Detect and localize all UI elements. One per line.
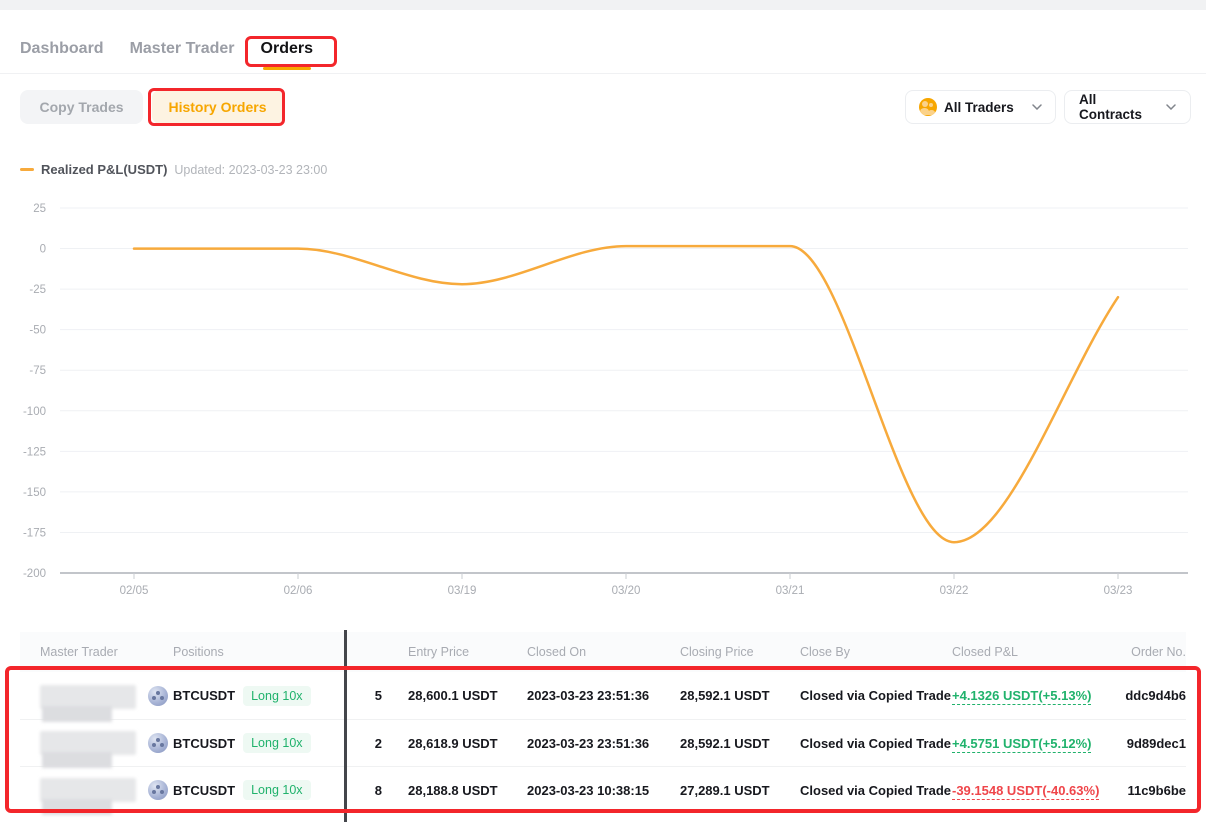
svg-text:-200: -200 [23, 568, 46, 580]
svg-text:02/06: 02/06 [284, 585, 313, 597]
main-nav-tabs: Dashboard Master Trader Orders [20, 40, 313, 70]
trader-badge-icon [148, 780, 168, 800]
close-by: Closed via Copied Trade [800, 782, 951, 798]
svg-text:02/05: 02/05 [120, 585, 149, 597]
entry-price: 28,618.9 USDT [408, 735, 498, 751]
svg-text:-175: -175 [23, 527, 46, 539]
realized-pnl-chart[interactable]: 25 0 -25 -50 -75 -100 -125 -150 -175 -200 02/05 02/… [0, 195, 1206, 600]
history-orders-table: Master Trader Positions Entry Price Closed … [20, 632, 1186, 815]
entry-price: 28,600.1 USDT [408, 688, 498, 703]
table-row[interactable]: BTCUSDT Long 10x 5 28,600.1 USDT 2023-03… [20, 672, 1186, 722]
svg-text:03/20: 03/20 [612, 585, 641, 597]
column-header: Closing Price [680, 645, 754, 659]
quantity-partial: 5 [374, 688, 382, 703]
table-header-row: Master Trader Positions Entry Price Closed … [20, 632, 1186, 672]
chevron-down-icon [1032, 104, 1042, 110]
svg-text:03/22: 03/22 [940, 585, 969, 597]
svg-text:25: 25 [33, 203, 46, 215]
history-orders-button[interactable]: History Orders [152, 90, 283, 124]
column-header: Close By [800, 645, 851, 659]
top-strip [0, 0, 1206, 10]
table-row[interactable]: BTCUSDT Long 10x 2 28,618.9 USDT 2023-03… [20, 719, 1186, 768]
column-header: Order No. [1131, 645, 1186, 659]
column-header: Closed P&L [952, 645, 1019, 659]
quantity-partial: 8 [374, 782, 382, 798]
closed-on: 2023-03-23 23:51:36 [527, 688, 650, 703]
side-leverage-badge: Long 10x [243, 685, 311, 706]
table-body: BTCUSDT Long 10x 5 28,600.1 USDT 2023-03… [20, 672, 1186, 815]
redacted-trader-name [40, 685, 136, 722]
copy-trades-button[interactable]: Copy Trades [20, 90, 143, 124]
chevron-down-icon [1166, 104, 1176, 110]
symbol-label: BTCUSDT [173, 735, 236, 751]
trader-badge-icon [148, 733, 168, 753]
column-header: Entry Price [408, 645, 470, 659]
symbol-label: BTCUSDT [173, 688, 236, 703]
side-leverage-badge: Long 10x [243, 780, 311, 800]
table-column-divider[interactable] [344, 630, 347, 822]
redacted-trader-name [40, 731, 136, 768]
svg-text:03/23: 03/23 [1104, 585, 1133, 597]
order-no: 9d89dec1 [1126, 735, 1186, 751]
close-by: Closed via Copied Trade [800, 735, 951, 751]
column-header: Master Trader [40, 645, 118, 659]
tab-dashboard[interactable]: Dashboard [20, 40, 104, 57]
redacted-trader-name [40, 778, 136, 815]
svg-text:-75: -75 [29, 365, 46, 377]
closing-price: 28,592.1 USDT [680, 688, 770, 703]
all-traders-dropdown[interactable]: All Traders [905, 90, 1056, 124]
trader-badge-icon [148, 685, 168, 706]
svg-text:-50: -50 [29, 325, 46, 337]
all-contracts-label: All Contracts [1079, 92, 1143, 122]
svg-text:03/21: 03/21 [776, 585, 805, 597]
side-leverage-badge: Long 10x [243, 733, 311, 753]
all-contracts-dropdown[interactable]: All Contracts [1064, 90, 1191, 124]
tab-orders[interactable]: Orders [260, 40, 313, 70]
column-header: Closed On [527, 645, 587, 659]
all-traders-label: All Traders [944, 99, 1014, 115]
legend-series-label: Realized P&L(USDT) [41, 162, 168, 177]
tab-master-trader[interactable]: Master Trader [129, 40, 235, 57]
legend-line-swatch [20, 168, 34, 171]
svg-text:-150: -150 [23, 487, 46, 499]
svg-text:0: 0 [40, 244, 46, 256]
order-no: 11c9b6be [1127, 782, 1186, 798]
closing-price: 28,592.1 USDT [680, 735, 770, 751]
svg-text:-125: -125 [23, 446, 46, 458]
table-row[interactable]: BTCUSDT Long 10x 8 28,188.8 USDT 2023-03… [20, 766, 1186, 815]
close-by: Closed via Copied Trade [800, 688, 951, 703]
chart-legend: Realized P&L(USDT) Updated: 2023-03-23 2… [20, 162, 327, 177]
closed-pnl[interactable]: +4.5751 USDT(+5.12%) [952, 735, 1092, 753]
svg-text:-100: -100 [23, 406, 46, 418]
svg-text:03/19: 03/19 [448, 585, 477, 597]
closed-pnl[interactable]: +4.1326 USDT(+5.13%) [952, 688, 1092, 705]
column-header: Positions [173, 645, 224, 659]
closed-on: 2023-03-23 10:38:15 [527, 782, 650, 798]
traders-icon [919, 98, 937, 116]
legend-updated-timestamp: Updated: 2023-03-23 23:00 [174, 162, 328, 177]
svg-text:-25: -25 [29, 284, 46, 296]
closed-on: 2023-03-23 23:51:36 [527, 735, 650, 751]
closed-pnl[interactable]: -39.1548 USDT(-40.63%) [952, 782, 1100, 800]
nav-divider [0, 73, 1206, 74]
symbol-label: BTCUSDT [173, 782, 236, 798]
quantity-partial: 2 [374, 735, 382, 751]
entry-price: 28,188.8 USDT [408, 782, 498, 798]
order-no: ddc9d4b6 [1125, 688, 1186, 703]
closing-price: 27,289.1 USDT [680, 782, 770, 798]
